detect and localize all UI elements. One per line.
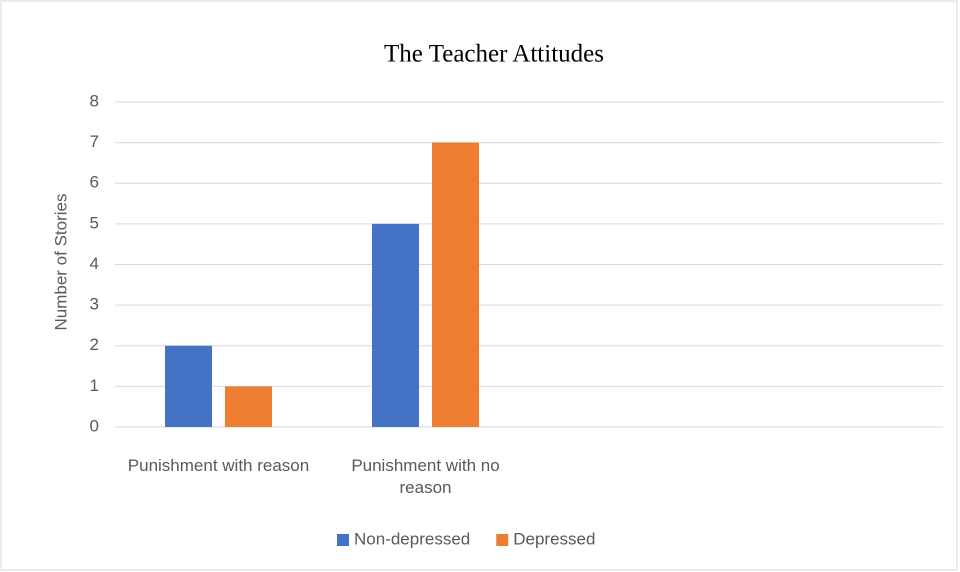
chart-title: The Teacher Attitudes — [384, 41, 604, 68]
y-tick-label: 5 — [90, 213, 99, 232]
y-axis-label: Number of Stories — [51, 194, 70, 331]
legend-swatch — [337, 534, 349, 546]
legend-label: Non-depressed — [354, 529, 470, 548]
bar — [432, 142, 479, 427]
y-tick-label: 4 — [90, 254, 99, 273]
y-tick-label: 6 — [90, 173, 99, 192]
y-tick-label: 1 — [90, 376, 99, 395]
y-tick-label: 3 — [90, 295, 99, 314]
x-tick-label: Punishment with reason — [128, 456, 309, 475]
y-tick-label: 0 — [90, 416, 99, 435]
bar — [225, 386, 272, 427]
y-tick-label: 8 — [90, 91, 99, 110]
legend-swatch — [496, 534, 509, 546]
bar — [165, 345, 212, 427]
y-tick-label: 2 — [90, 335, 99, 354]
legend-label: Depressed — [513, 529, 595, 548]
bar — [372, 223, 419, 427]
y-tick-label: 7 — [90, 132, 99, 151]
x-tick-label: Punishment with no reason — [351, 456, 499, 497]
